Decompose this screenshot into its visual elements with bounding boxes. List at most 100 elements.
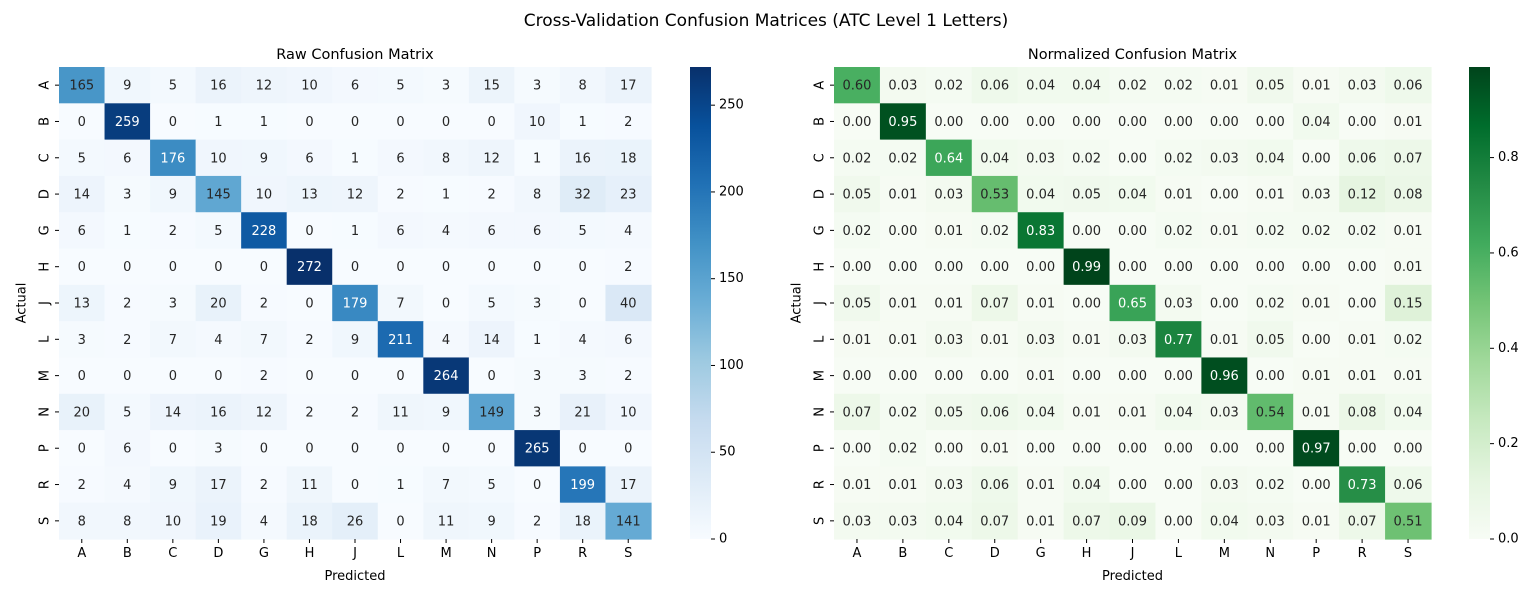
cell-value-label: 0.03 xyxy=(888,514,917,529)
cell-value-label: 16 xyxy=(574,151,591,166)
heatmap-cell xyxy=(834,139,881,177)
cell-value-label: 0.01 xyxy=(1072,405,1101,420)
heatmap-cell xyxy=(150,321,197,359)
cell-value-label: 0 xyxy=(123,369,131,384)
cell-value-label: 0.03 xyxy=(1026,151,1055,166)
cell-value-label: 259 xyxy=(115,115,140,130)
heatmap-cell xyxy=(104,175,151,213)
cell-value-label: 0.03 xyxy=(1118,333,1147,348)
cell-value-label: 0.03 xyxy=(842,514,871,529)
cell-value-label: 199 xyxy=(570,478,595,493)
cell-value-label: 0.00 xyxy=(1026,260,1055,275)
colorbar-tick-label: 0.8 xyxy=(1498,150,1519,165)
heatmap-cell xyxy=(241,357,288,395)
cell-value-label: 0.09 xyxy=(1118,514,1147,529)
heatmap-cell xyxy=(241,139,288,177)
cell-value-label: 0.06 xyxy=(1348,151,1377,166)
cell-value-label: 145 xyxy=(206,188,231,203)
heatmap-cell xyxy=(879,212,927,250)
heatmap-cell xyxy=(605,248,652,286)
heatmap-cell xyxy=(286,393,333,431)
x-tick-label: D xyxy=(213,546,223,561)
heatmap-cell xyxy=(286,212,333,250)
cell-value-label: 1 xyxy=(579,115,587,130)
cell-value-label: 0.01 xyxy=(1302,297,1331,312)
heatmap-cell xyxy=(286,139,333,177)
heatmap-cell xyxy=(1017,212,1065,250)
heatmap-cell xyxy=(104,67,151,104)
heatmap-cell xyxy=(423,357,470,395)
heatmap-cell xyxy=(834,248,881,286)
cell-value-label: 0 xyxy=(78,369,86,384)
cell-value-label: 3 xyxy=(123,188,131,203)
heatmap-cell xyxy=(879,357,927,395)
heatmap-cell xyxy=(1201,248,1248,286)
cell-value-label: 7 xyxy=(396,297,404,312)
heatmap-cell xyxy=(1063,393,1111,431)
cell-value-label: 11 xyxy=(301,478,318,493)
heatmap-cell xyxy=(1109,175,1157,213)
y-tick-label: S xyxy=(813,517,828,525)
cell-value-label: 8 xyxy=(123,514,131,529)
cell-value-label: 0.00 xyxy=(1118,115,1147,130)
heatmap-cell xyxy=(150,502,197,540)
cell-value-label: 0 xyxy=(533,260,541,275)
heatmap-cell xyxy=(1247,67,1294,104)
heatmap-cell xyxy=(1385,321,1432,359)
cell-value-label: 272 xyxy=(297,260,322,275)
cell-value-label: 0.05 xyxy=(842,188,871,203)
cell-value-label: 0.04 xyxy=(1026,79,1055,94)
heatmap-cell xyxy=(1063,466,1111,504)
heatmap-cell xyxy=(559,212,607,250)
cell-value-label: 0 xyxy=(351,369,359,384)
heatmap-cell xyxy=(834,103,881,141)
heatmap-cell xyxy=(1247,284,1294,322)
heatmap-cell xyxy=(1339,357,1386,395)
heatmap-cell xyxy=(925,357,973,395)
cell-value-label: 0.01 xyxy=(980,442,1009,457)
heatmap-cell xyxy=(559,175,607,213)
cell-value-label: 0.00 xyxy=(934,442,963,457)
x-axis-label: Predicted xyxy=(1102,569,1163,584)
heatmap-cell xyxy=(241,502,288,540)
heatmap-cell xyxy=(1109,212,1157,250)
cell-value-label: 9 xyxy=(169,188,177,203)
x-tick-label: H xyxy=(1082,546,1092,561)
heatmap-cell xyxy=(1063,321,1111,359)
cell-value-label: 0.04 xyxy=(1072,79,1101,94)
heatmap-cell xyxy=(1109,139,1157,177)
heatmap-cell xyxy=(559,393,607,431)
cell-value-label: 0.00 xyxy=(1348,260,1377,275)
heatmap-cell xyxy=(468,393,515,431)
heatmap-cell xyxy=(925,321,973,359)
heatmap-cell xyxy=(195,248,242,286)
cell-value-label: 0.01 xyxy=(842,333,871,348)
heatmap-cell xyxy=(423,212,470,250)
heatmap-cell xyxy=(1109,67,1157,104)
heatmap-cell xyxy=(377,357,424,395)
colorbar-tick-label: 0.6 xyxy=(1498,245,1519,260)
cell-value-label: 0.04 xyxy=(934,514,963,529)
heatmap-cell xyxy=(1063,175,1111,213)
heatmap-cell xyxy=(1201,103,1248,141)
heatmap-cell xyxy=(104,139,151,177)
cell-value-label: 0.05 xyxy=(1072,188,1101,203)
cell-value-label: 0.00 xyxy=(1164,115,1193,130)
cell-value-label: 5 xyxy=(169,79,177,94)
cell-value-label: 0 xyxy=(305,297,313,312)
cell-value-label: 0.00 xyxy=(934,115,963,130)
heatmap-cell xyxy=(1293,103,1340,141)
cell-value-label: 0.00 xyxy=(1302,478,1331,493)
cell-value-label: 0.06 xyxy=(980,478,1009,493)
cell-value-label: 0.01 xyxy=(1210,333,1239,348)
heatmap-cell xyxy=(971,502,1019,540)
heatmap-cell xyxy=(241,393,288,431)
cell-value-label: 0.00 xyxy=(1256,369,1285,384)
heatmap-cell xyxy=(1247,393,1294,431)
heatmap-cell xyxy=(241,466,288,504)
cell-value-label: 0.00 xyxy=(1118,260,1147,275)
y-tick-label: A xyxy=(38,81,53,90)
cell-value-label: 14 xyxy=(483,333,500,348)
colorbar-tick-label: 0 xyxy=(719,532,727,547)
cell-value-label: 0.02 xyxy=(1256,297,1285,312)
